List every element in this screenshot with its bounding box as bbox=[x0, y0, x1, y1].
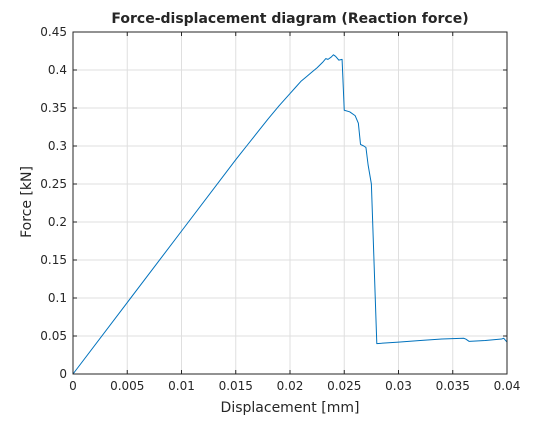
y-tick-label: 0.25 bbox=[40, 177, 67, 191]
x-tick-label: 0.02 bbox=[277, 379, 304, 393]
x-tick-label: 0.01 bbox=[168, 379, 195, 393]
x-tick-label: 0.04 bbox=[494, 379, 521, 393]
y-tick-label: 0 bbox=[59, 367, 67, 381]
chart-title: Force-displacement diagram (Reaction for… bbox=[111, 11, 468, 27]
x-tick-label: 0.005 bbox=[110, 379, 144, 393]
x-tick-label: 0.03 bbox=[385, 379, 412, 393]
grid-lines bbox=[72, 31, 508, 375]
y-tick-label: 0.2 bbox=[48, 215, 67, 229]
y-tick-label: 0.45 bbox=[40, 25, 67, 39]
x-tick-label: 0.035 bbox=[436, 379, 470, 393]
x-tick-label: 0.015 bbox=[219, 379, 253, 393]
axis-ticks: 0 0.005 0.01 0.015 0.02 0.025 0.03 0.035 0.04 0 0.… bbox=[40, 25, 520, 393]
y-tick-label: 0.35 bbox=[40, 101, 67, 115]
y-tick-label: 0.15 bbox=[40, 253, 67, 267]
x-axis-label: Displacement [mm] bbox=[221, 400, 360, 416]
x-tick-label: 0 bbox=[69, 379, 77, 393]
y-tick-label: 0.05 bbox=[40, 329, 67, 343]
x-tick-label: 0.025 bbox=[327, 379, 361, 393]
plot-series bbox=[72, 54, 508, 375]
y-axis-label: Force [kN] bbox=[19, 166, 35, 238]
y-tick-label: 0.1 bbox=[48, 291, 67, 305]
y-tick-label: 0.4 bbox=[48, 63, 67, 77]
series-line bbox=[72, 54, 508, 375]
y-tick-label: 0.3 bbox=[48, 139, 67, 153]
